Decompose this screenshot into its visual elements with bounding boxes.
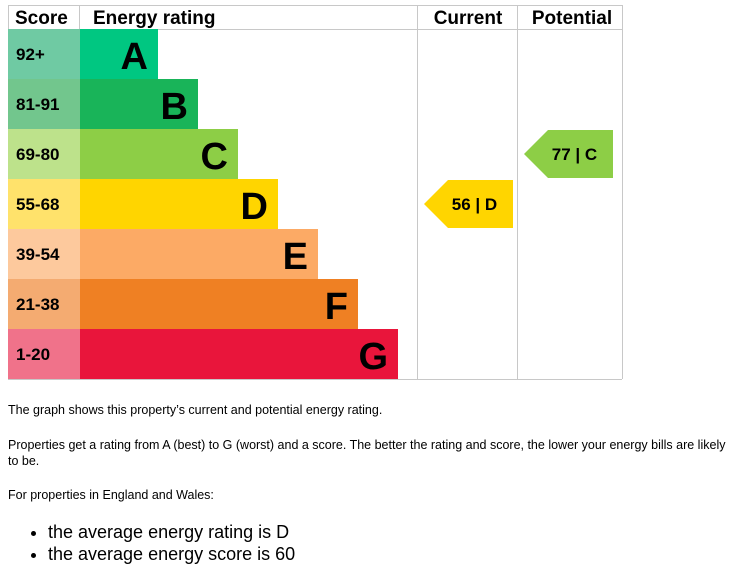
band-bar (80, 129, 238, 179)
band-range-cell (8, 29, 80, 79)
band-g: 1-20 G (8, 329, 398, 379)
average-rating-item: the average energy rating is D (48, 521, 295, 543)
band-range-label: 92+ (16, 45, 45, 64)
band-range-label: 69-80 (16, 145, 59, 164)
band-range-label: 1-20 (16, 345, 50, 364)
current-rating-marker-arrow (424, 180, 513, 228)
band-a: 92+ A (8, 29, 158, 79)
band-b: 81-91 B (8, 79, 198, 129)
average-list: the average energy rating is D the avera… (8, 521, 295, 565)
score-header: Score (15, 8, 68, 29)
band-f: 21-38 F (8, 279, 358, 329)
band-range-cell (8, 279, 80, 329)
band-range-label: 81-91 (16, 95, 59, 114)
band-d: 55-68 D (8, 179, 278, 229)
band-letter: C (201, 136, 228, 178)
rating-markers: 56 | D 77 | C (424, 130, 613, 228)
energy-rating-header: Energy rating (93, 8, 215, 29)
band-range-label: 55-68 (16, 195, 59, 214)
potential-rating-marker-arrow (524, 130, 613, 178)
rating-bands: 92+ A 81-91 B 69-80 C 55-68 D 39-54 E 21-38 F 1-20 G (8, 29, 398, 379)
band-bar (80, 229, 318, 279)
current-header: Current (434, 8, 503, 29)
average-score-item: the average energy score is 60 (48, 543, 295, 565)
current-rating-marker: 56 | D (424, 180, 513, 228)
band-range-cell (8, 179, 80, 229)
band-range-cell (8, 129, 80, 179)
band-range-cell (8, 329, 80, 379)
description-rating-scale: Properties get a rating from A (best) to… (8, 438, 726, 468)
potential-rating-marker: 77 | C (524, 130, 613, 178)
band-letter: D (241, 186, 268, 228)
energy-rating-chart: Score Energy rating Current Potential 92… (8, 5, 623, 380)
band-bar (80, 279, 358, 329)
band-letter: A (121, 36, 148, 78)
description-current-potential: The graph shows this property’s current … (8, 403, 383, 417)
band-letter: G (358, 336, 388, 378)
band-range-label: 21-38 (16, 295, 59, 314)
band-letter: F (325, 286, 348, 328)
potential-header: Potential (532, 8, 612, 29)
band-letter: E (283, 236, 308, 278)
band-bar (80, 79, 198, 129)
potential-rating-marker-label: 77 | C (552, 145, 597, 164)
band-range-cell (8, 229, 80, 279)
band-e: 39-54 E (8, 229, 318, 279)
band-range-cell (8, 79, 80, 129)
band-letter: B (161, 86, 188, 128)
band-range-label: 39-54 (16, 245, 60, 264)
band-bar (80, 29, 158, 79)
current-rating-marker-label: 56 | D (452, 195, 497, 214)
description-region: For properties in England and Wales: (8, 488, 214, 502)
chart-headers: Score Energy rating Current Potential (15, 8, 612, 29)
band-c: 69-80 C (8, 129, 238, 179)
band-bar (80, 179, 278, 229)
band-bar (80, 329, 398, 379)
